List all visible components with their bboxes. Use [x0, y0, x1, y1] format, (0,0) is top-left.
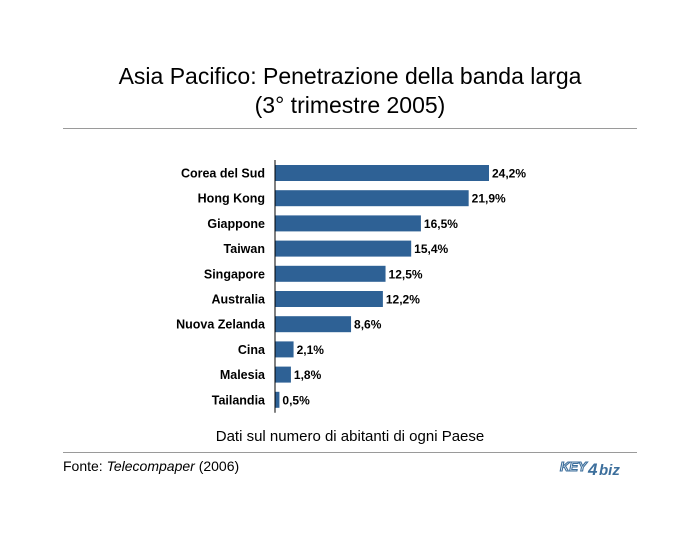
- category-label: Corea del Sud: [181, 167, 265, 181]
- title-divider: [63, 128, 637, 129]
- value-label: 2,1%: [297, 343, 325, 357]
- value-label: 15,4%: [414, 242, 448, 256]
- value-label: 8,6%: [354, 318, 382, 332]
- category-label: Australia: [212, 293, 267, 307]
- category-label: Malesia: [220, 368, 266, 382]
- value-label: 12,5%: [389, 267, 423, 281]
- category-label: Giappone: [207, 217, 265, 231]
- bar: [275, 291, 383, 307]
- bar: [275, 366, 291, 383]
- logo-four-text: 4: [587, 460, 598, 478]
- value-label: 21,9%: [472, 192, 506, 206]
- logo-key-text: KEY: [560, 459, 588, 474]
- bar: [275, 341, 294, 358]
- category-label: Singapore: [204, 267, 265, 281]
- value-label: 1,8%: [294, 368, 322, 382]
- category-label: Hong Kong: [198, 192, 265, 206]
- bar: [275, 165, 489, 181]
- bar: [275, 316, 352, 333]
- value-label: 16,5%: [424, 217, 458, 231]
- bar: [275, 190, 469, 207]
- category-label: Cina: [238, 343, 266, 357]
- key4biz-logo: KEY 4 biz: [559, 458, 620, 478]
- category-label: Nuova Zelanda: [176, 318, 266, 332]
- chart-caption: Dati sul numero di abitanti di ogni Paes…: [215, 428, 485, 445]
- source-name: Telecompaper: [106, 458, 195, 474]
- bar: [275, 240, 412, 257]
- category-label: Taiwan: [224, 242, 265, 256]
- source-prefix: Fonte:: [63, 458, 107, 474]
- bar: [275, 391, 280, 408]
- chart-title: Asia Pacifico: Penetrazione della banda …: [0, 62, 700, 120]
- bar: [275, 215, 421, 232]
- value-label: 12,2%: [386, 293, 420, 307]
- source-suffix: (2006): [194, 458, 240, 474]
- title-line-2: (3° trimestre 2005): [254, 92, 446, 118]
- title-line-1: Asia Pacifico: Penetrazione della banda …: [118, 63, 582, 89]
- bar-chart: Corea del Sud Hong Kong Giappone Taiwan Sing…: [176, 160, 526, 413]
- value-label: 24,2%: [492, 167, 526, 181]
- bar: [275, 265, 386, 282]
- category-label: Tailandia: [212, 393, 266, 407]
- source-note: Fonte: Telecompaper (2006): [63, 458, 239, 474]
- value-label: 0,5%: [282, 393, 310, 407]
- footer-divider: [63, 452, 637, 453]
- logo-biz-text: biz: [599, 462, 620, 478]
